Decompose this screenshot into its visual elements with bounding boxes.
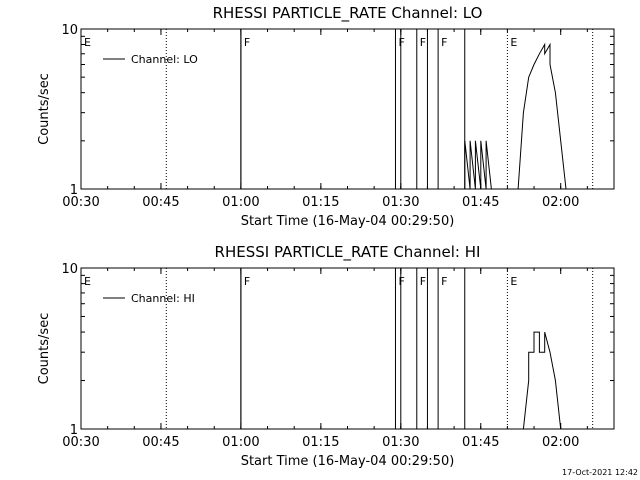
- x-tick-label: 00:45: [142, 435, 179, 450]
- y-tick-label: 1: [70, 183, 78, 198]
- x-tick-label: 01:15: [302, 195, 339, 210]
- x-tick-label: 01:45: [462, 195, 499, 210]
- flag-label: F: [420, 275, 426, 288]
- data-series-line: [522, 331, 562, 430]
- x-tick-label: 00:30: [62, 435, 99, 450]
- flag-label: E: [510, 36, 517, 49]
- flag-label: F: [244, 36, 250, 49]
- flag-label: E: [84, 36, 91, 49]
- y-tick-label: 10: [61, 23, 78, 38]
- x-axis-label: Start Time (16-May-04 00:29:50): [241, 454, 455, 469]
- x-tick-label: 00:30: [62, 195, 99, 210]
- x-tick-label: 01:15: [302, 435, 339, 450]
- y-axis-label: Counts/sec: [37, 73, 52, 145]
- flag-label: E: [510, 275, 517, 288]
- x-tick-label: 02:00: [542, 435, 579, 450]
- flag-label: E: [84, 275, 91, 288]
- x-tick-label: 01:45: [462, 435, 499, 450]
- data-series-line: [464, 42, 567, 190]
- legend-label: Channel: HI: [131, 292, 195, 305]
- flag-label: F: [398, 275, 404, 288]
- chart-title: RHESSI PARTICLE_RATE Channel: HI: [215, 243, 481, 262]
- chart-panel-hi: RHESSI PARTICLE_RATE Channel: HI E F F F F E 00…: [37, 243, 615, 469]
- x-axis-label: Start Time (16-May-04 00:29:50): [241, 214, 455, 229]
- x-tick-label: 01:00: [222, 435, 259, 450]
- chart-panel-lo: RHESSI PARTICLE_RATE Channel: LO E F F F F E 00…: [37, 4, 615, 229]
- x-tick-label: 00:45: [142, 195, 179, 210]
- x-tick-label: 02:00: [542, 195, 579, 210]
- flag-label: F: [398, 36, 404, 49]
- flag-label: F: [441, 275, 447, 288]
- legend-label: Channel: LO: [131, 53, 198, 66]
- y-tick-label: 1: [70, 423, 78, 438]
- flag-label: F: [441, 36, 447, 49]
- flag-label: F: [420, 36, 426, 49]
- footer-timestamp: 17-Oct-2021 12:42: [562, 468, 638, 477]
- x-tick-label: 01:00: [222, 195, 259, 210]
- flag-label: F: [244, 275, 250, 288]
- x-tick-label: 01:30: [382, 435, 419, 450]
- y-tick-label: 10: [61, 262, 78, 277]
- chart-title: RHESSI PARTICLE_RATE Channel: LO: [213, 4, 483, 23]
- x-tick-label: 01:30: [382, 195, 419, 210]
- y-axis-label: Counts/sec: [37, 313, 52, 385]
